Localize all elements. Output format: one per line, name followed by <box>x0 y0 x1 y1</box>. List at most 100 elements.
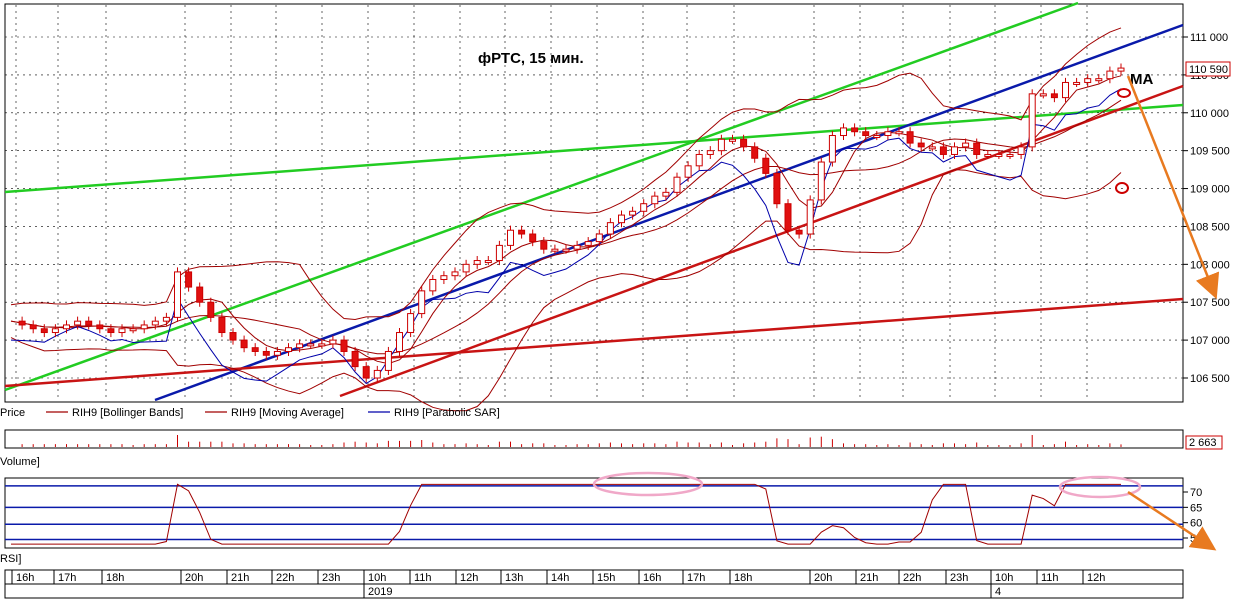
candle-up <box>440 275 448 280</box>
volume-panel-frame <box>4 429 1184 449</box>
price-tick-label: 107 500 <box>1190 297 1230 309</box>
candle-up <box>1073 81 1081 85</box>
time-label: 18h <box>734 572 752 584</box>
rsi-highlight-ellipse-2 <box>1058 475 1142 499</box>
time-label: 11h <box>414 572 432 584</box>
candle-up <box>1017 146 1025 155</box>
ma-annotation: MA <box>1130 71 1153 88</box>
candle-up <box>884 131 892 137</box>
time-label: 21h <box>860 572 878 584</box>
candle-up <box>717 138 725 152</box>
ma-marker-circle <box>1117 88 1131 98</box>
time-label: 22h <box>276 572 294 584</box>
price-tick-label: 110 000 <box>1190 108 1229 120</box>
candle-up <box>595 233 603 243</box>
down-arrow-rsi <box>1127 490 1217 551</box>
candle-down <box>795 229 803 235</box>
time-label: 12h <box>1087 572 1105 584</box>
legend: Price RIH9 [Bollinger Bands] RIH9 [Moving … <box>0 407 500 419</box>
legend-label: RIH9 [Bollinger Bands] <box>72 407 183 419</box>
candle-up <box>840 127 847 137</box>
candle-up <box>895 131 903 135</box>
time-label: 22h <box>903 572 921 584</box>
rsi-tick-label: 70 <box>1190 487 1202 499</box>
candle-down <box>751 146 759 159</box>
candle-down <box>96 324 104 330</box>
candle-down <box>740 138 748 148</box>
candle-up <box>662 191 670 197</box>
candle-up <box>329 339 337 345</box>
legend-label: RIH9 [Moving Average] <box>231 407 344 419</box>
candle-down <box>906 131 914 144</box>
candle-down <box>207 301 215 318</box>
candle-up <box>695 153 703 167</box>
indicator-lines <box>10 27 1122 412</box>
candle-up <box>706 150 714 155</box>
last-price-badge <box>1185 61 1231 77</box>
candle-up <box>684 165 692 178</box>
legend-label: RIH9 [Parabolic SAR] <box>394 407 500 419</box>
candle-up <box>806 199 814 235</box>
trendlines <box>4 1 1184 402</box>
candle-down <box>773 172 781 205</box>
candle-up <box>584 241 592 246</box>
price-tick-label: 108 000 <box>1190 259 1230 271</box>
candle-down <box>540 241 548 250</box>
candle-up <box>473 260 481 265</box>
time-label: 21h <box>231 572 249 584</box>
candle-up <box>51 328 59 334</box>
candle-up <box>651 195 659 205</box>
candle-up <box>1028 93 1036 148</box>
candle-up <box>551 248 559 252</box>
rsi-highlight-ellipse-1 <box>592 471 704 497</box>
green-trendline-lower <box>4 103 1184 194</box>
candle-down <box>107 328 115 334</box>
candle-down <box>262 350 270 356</box>
time-label: 16h <box>16 572 34 584</box>
candle-up <box>562 248 570 252</box>
candle-down <box>939 146 947 155</box>
candle-down <box>340 339 348 352</box>
candle-up <box>995 153 1003 157</box>
price-tick-label: 109 000 <box>1190 184 1230 196</box>
rsi-line <box>11 483 1121 545</box>
candle-up <box>407 313 415 334</box>
down-arrow-main <box>1126 75 1220 300</box>
time-label: 14h <box>551 572 569 584</box>
volume-bars <box>21 435 1122 447</box>
candle-down <box>784 203 792 231</box>
candle-down <box>185 271 193 288</box>
time-label: 20h <box>185 572 203 584</box>
candle-down <box>362 366 370 379</box>
candle-up <box>429 278 437 292</box>
candle-up <box>573 244 581 250</box>
candle-down <box>18 320 26 326</box>
rsi-panel-frame <box>4 477 1184 549</box>
time-label: 17h <box>58 572 76 584</box>
candle-up <box>118 328 126 334</box>
volume-panel-label: Volume] <box>0 456 40 468</box>
candle-up <box>640 203 648 212</box>
bollinger-upper <box>10 27 1122 320</box>
candle-up <box>285 347 292 352</box>
legend-label: Price <box>0 407 25 419</box>
candle-up <box>174 271 181 318</box>
blue-trendline <box>154 23 1184 402</box>
candle-up <box>396 332 403 352</box>
candle-down <box>29 324 37 330</box>
candle-up <box>618 214 625 224</box>
candle-up <box>817 161 825 201</box>
time-label: 20h <box>814 572 832 584</box>
time-label: 12h <box>460 572 478 584</box>
candle-up <box>1006 153 1014 157</box>
time-label: 23h <box>322 572 340 584</box>
candle-up <box>273 350 281 356</box>
price-tick-label: 107 000 <box>1190 335 1230 347</box>
candle-up <box>307 343 315 347</box>
time-label: 17h <box>687 572 705 584</box>
rsi-tick-label: 65 <box>1190 502 1202 514</box>
candle-down <box>196 286 204 303</box>
candle-down <box>351 350 359 368</box>
